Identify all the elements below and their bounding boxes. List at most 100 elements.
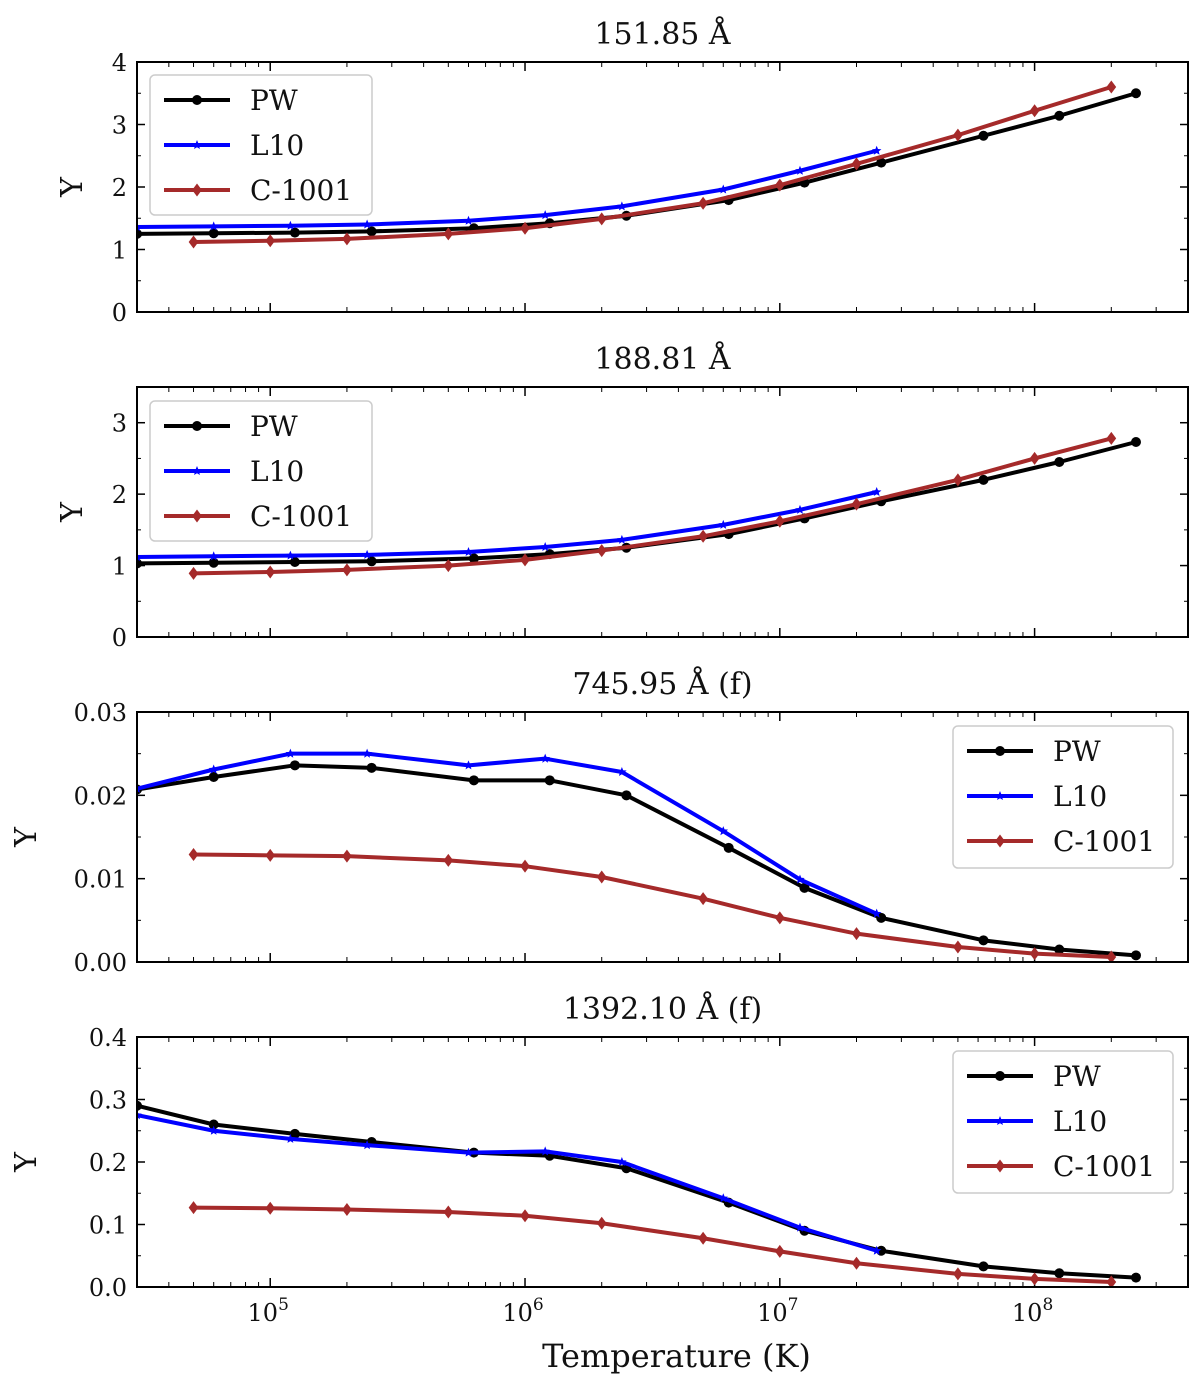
data-point-c-1001 — [1106, 950, 1117, 962]
y-tick-label: 3 — [112, 410, 127, 438]
data-point-c-1001 — [596, 870, 607, 884]
data-point-c-1001 — [342, 1203, 352, 1216]
panel-2: 188.81 Å Y 0 1 2 3 PW L10 C-1001 — [55, 341, 1189, 652]
legend-marker-l10 — [995, 1116, 1005, 1126]
data-point-l10 — [540, 753, 550, 763]
data-point-pw — [876, 157, 887, 168]
series-line-l10 — [137, 148, 878, 229]
legend-box — [952, 725, 1174, 869]
data-point-l10 — [137, 552, 142, 562]
y-tick-label: 1 — [112, 237, 127, 265]
data-point-c-1001 — [1106, 431, 1117, 445]
data-point-c-1001 — [698, 1231, 708, 1245]
x-tick-exponent: 8 — [1042, 1295, 1053, 1315]
legend-label-l10: L10 — [1053, 780, 1107, 813]
panel-title: 1392.10 Å (f) — [563, 991, 762, 1027]
data-point-c-1001 — [1106, 1275, 1117, 1287]
panel-title: 745.95 Å (f) — [572, 666, 752, 702]
data-point-pw — [621, 790, 632, 801]
data-point-c-1001 — [1029, 104, 1040, 118]
y-tick-label: 0 — [112, 624, 127, 652]
series-pw — [137, 1100, 1141, 1283]
legend-label-c-1001: C-1001 — [1053, 825, 1155, 858]
y-tick-label: 0.2 — [89, 1149, 127, 1177]
data-point-l10 — [285, 748, 296, 758]
data-point-c-1001 — [265, 234, 276, 248]
data-point-pw — [366, 762, 377, 773]
data-point-pw — [289, 557, 300, 567]
data-point-l10 — [285, 550, 296, 560]
data-point-c-1001 — [1106, 80, 1117, 94]
data-point-c-1001 — [188, 566, 199, 580]
data-point-pw — [208, 228, 219, 239]
y-tick-label: 1 — [112, 553, 127, 581]
data-point-c-1001 — [596, 544, 607, 558]
legend-label-l10: L10 — [250, 129, 304, 162]
y-tick-label: 0.03 — [74, 699, 127, 727]
data-point-l10 — [285, 1133, 296, 1143]
data-point-pw — [544, 775, 555, 786]
y-axis-label: Y — [9, 1151, 44, 1173]
data-point-c-1001 — [774, 178, 785, 192]
data-point-l10 — [540, 1146, 550, 1156]
series-l10 — [137, 145, 882, 232]
y-axis-label: Y — [55, 501, 90, 523]
data-point-c-1001 — [1029, 947, 1040, 961]
series-l10 — [137, 1110, 882, 1255]
y-tick-label: 0.02 — [74, 782, 127, 810]
legend-label-pw: PW — [1053, 1060, 1101, 1093]
data-point-pw — [1054, 110, 1065, 121]
x-tick-exponent: 5 — [278, 1295, 289, 1315]
x-tick-base: 10 — [757, 1299, 788, 1327]
data-point-c-1001 — [596, 212, 607, 226]
legend-label-pw: PW — [250, 410, 298, 443]
data-point-pw — [1130, 437, 1141, 447]
data-point-l10 — [463, 547, 474, 557]
x-tick-label: 105 — [248, 1295, 289, 1327]
data-point-pw — [1054, 1268, 1065, 1279]
data-point-pw — [137, 558, 142, 569]
data-point-c-1001 — [851, 157, 862, 171]
legend-label-c-1001: C-1001 — [250, 174, 352, 207]
data-point-c-1001 — [265, 565, 276, 579]
series-line-c-1001 — [193, 436, 1112, 576]
y-tick-label: 3 — [112, 112, 127, 140]
y-tick-label: 0.01 — [74, 866, 127, 894]
x-tick-base: 10 — [502, 1299, 533, 1327]
data-point-c-1001 — [265, 1201, 276, 1215]
data-point-l10 — [137, 1110, 142, 1120]
data-point-l10 — [208, 221, 219, 231]
legend: PW L10 C-1001 — [952, 725, 1174, 869]
legend-label-c-1001: C-1001 — [250, 500, 352, 533]
x-axis-label: Temperature (K) — [542, 1337, 811, 1375]
axes-frame — [136, 711, 1189, 963]
data-point-c-1001 — [774, 1244, 785, 1258]
series-line-l10 — [137, 1113, 878, 1253]
data-point-l10 — [463, 215, 474, 225]
series-line-c-1001 — [193, 85, 1112, 244]
legend-box — [149, 400, 373, 542]
data-point-l10 — [208, 551, 219, 561]
y-tick-label: 0.00 — [74, 949, 127, 977]
data-point-pw — [366, 556, 377, 567]
data-point-c-1001 — [1029, 1272, 1040, 1286]
panel-3: 745.95 Å (f) Y 0.00 0.01 0.02 0.03 PW L10 C-1001 — [9, 666, 1189, 977]
data-point-pw — [1054, 457, 1065, 467]
data-point-c-1001 — [342, 232, 352, 246]
legend-marker-pw — [192, 95, 202, 105]
y-tick-label: 2 — [112, 481, 127, 509]
data-point-l10 — [718, 184, 729, 194]
data-point-c-1001 — [520, 553, 530, 567]
data-point-l10 — [362, 219, 372, 229]
data-point-l10 — [362, 748, 372, 758]
series-line-c-1001 — [193, 852, 1112, 959]
data-point-l10 — [463, 760, 474, 770]
data-point-c-1001 — [851, 927, 862, 941]
x-tick-base: 10 — [1012, 1299, 1043, 1327]
y-tick-label: 0 — [112, 299, 127, 327]
data-point-l10 — [137, 783, 142, 793]
data-point-pw — [978, 474, 989, 485]
axes-frame — [136, 61, 1189, 313]
